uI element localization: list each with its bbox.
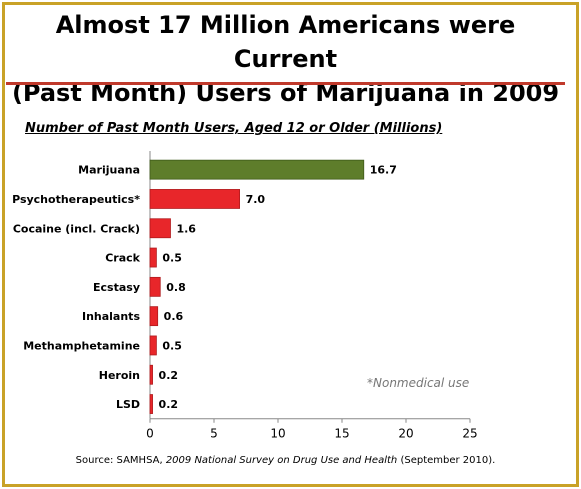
bar: [149, 335, 157, 356]
category-label: Psychotherapeutics*: [12, 193, 140, 206]
bar: [149, 276, 161, 297]
source-note: Source: SAMHSA, 2009 National Survey on …: [0, 455, 571, 466]
x-tick-label: 15: [334, 427, 349, 441]
data-label: 16.7: [370, 164, 397, 177]
source-suffix: (September 2010).: [397, 455, 496, 466]
x-tick-label: 10: [270, 427, 285, 441]
title-divider: [6, 82, 565, 85]
bar: [149, 394, 153, 414]
x-tick-label: 5: [210, 427, 218, 441]
data-label: 0.2: [159, 398, 179, 411]
bar: [149, 306, 159, 327]
category-label: Methamphetamine: [23, 339, 140, 352]
data-label: 1.6: [176, 222, 196, 235]
x-tick-label: 20: [398, 427, 413, 441]
title-line-1: Almost 17 Million Americans were Current: [55, 11, 516, 73]
category-label: Ecstasy: [93, 281, 140, 294]
category-label: Marijuana: [78, 164, 140, 177]
bar: [149, 218, 171, 239]
data-label: 0.5: [162, 339, 182, 352]
category-label: Heroin: [99, 369, 140, 382]
data-label: 7.0: [246, 193, 266, 206]
category-label: Crack: [105, 252, 140, 265]
data-label: 0.2: [159, 369, 179, 382]
chart-title: Number of Past Month Users, Aged 12 or O…: [25, 121, 443, 136]
x-tick-label: 25: [462, 427, 477, 441]
category-label: LSD: [116, 398, 140, 411]
data-label: 0.8: [166, 281, 186, 294]
bar: [149, 159, 365, 180]
x-tick-label: 0: [146, 427, 154, 441]
source-prefix: Source: SAMHSA,: [75, 455, 166, 466]
category-label: Cocaine (incl. Crack): [13, 222, 140, 235]
bar: [149, 247, 157, 268]
bar: [149, 189, 240, 209]
data-label: 0.6: [164, 310, 184, 323]
source-title: 2009 National Survey on Drug Use and Hea…: [165, 455, 398, 466]
data-label: 0.5: [162, 252, 182, 265]
footnote: *Nonmedical use: [367, 376, 470, 390]
bar: [149, 364, 153, 385]
category-label: Inhalants: [82, 310, 140, 323]
